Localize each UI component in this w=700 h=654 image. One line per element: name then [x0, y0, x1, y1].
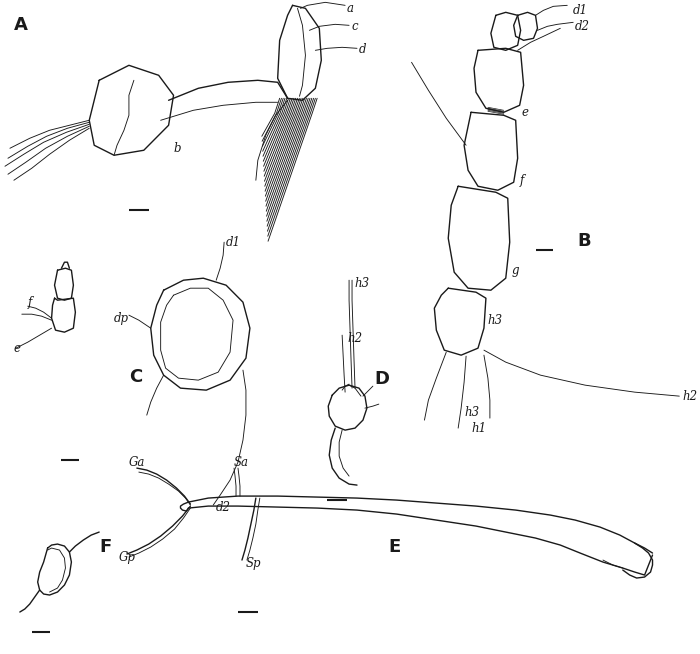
Text: h2: h2	[682, 390, 697, 403]
Text: g: g	[512, 264, 519, 277]
Text: d2: d2	[216, 500, 231, 513]
Text: f: f	[519, 174, 524, 187]
Text: dp: dp	[114, 312, 129, 324]
Text: D: D	[375, 370, 390, 388]
Text: E: E	[389, 538, 401, 556]
Text: Sa: Sa	[234, 456, 249, 469]
Text: d: d	[359, 43, 367, 56]
Text: h3: h3	[354, 277, 369, 290]
Text: A: A	[14, 16, 28, 34]
Text: Sp: Sp	[246, 557, 261, 570]
Text: d1: d1	[226, 235, 241, 249]
Text: h1: h1	[471, 422, 486, 435]
Text: d2: d2	[575, 20, 590, 33]
Text: c: c	[351, 20, 358, 33]
Text: B: B	[578, 232, 591, 250]
Text: Ga: Ga	[129, 456, 146, 469]
Text: e: e	[522, 106, 528, 119]
Text: h3: h3	[488, 314, 503, 327]
Text: b: b	[174, 142, 181, 155]
Text: e: e	[14, 341, 21, 354]
Text: h2: h2	[347, 332, 362, 345]
Text: a: a	[347, 2, 354, 15]
Text: d1: d1	[573, 4, 588, 17]
Text: C: C	[129, 368, 142, 386]
Text: Gp: Gp	[119, 551, 136, 564]
Text: F: F	[99, 538, 111, 556]
Text: f: f	[28, 296, 32, 309]
Text: h3: h3	[464, 405, 480, 419]
